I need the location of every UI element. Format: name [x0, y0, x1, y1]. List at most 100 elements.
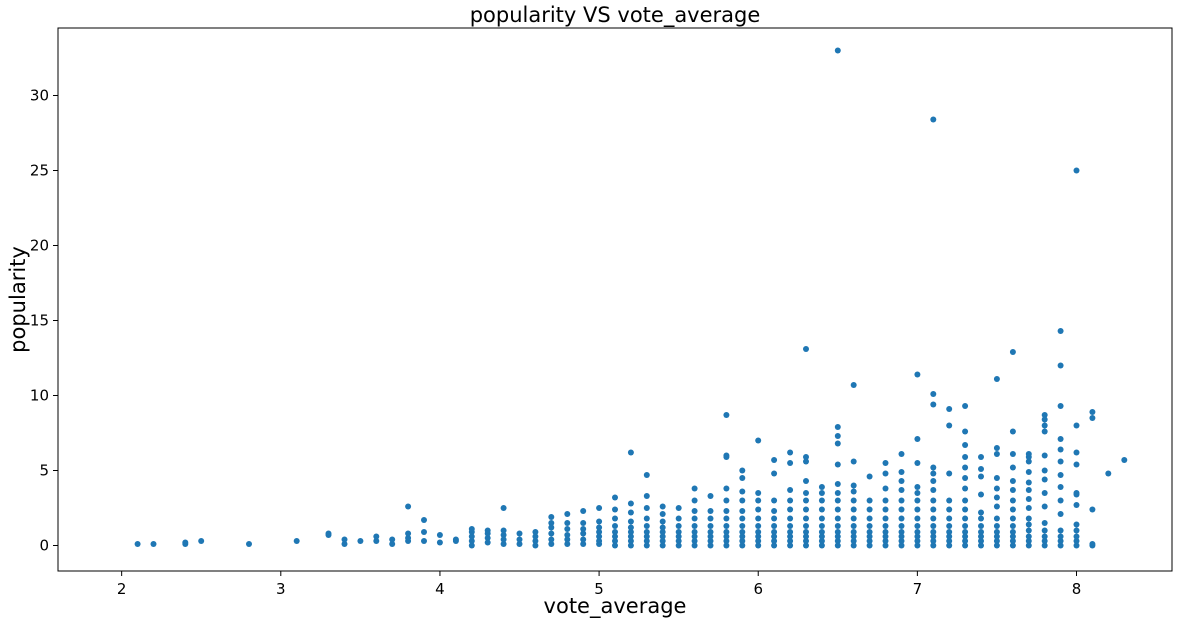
data-point — [1025, 469, 1032, 475]
data-point — [1009, 497, 1016, 504]
data-point — [930, 470, 937, 477]
data-point — [946, 406, 953, 412]
data-point — [930, 506, 937, 513]
y-tick-label: 15 — [30, 312, 49, 330]
data-point — [962, 403, 969, 409]
data-point — [596, 505, 603, 511]
data-point — [1041, 538, 1048, 544]
data-point — [627, 449, 634, 456]
data-point — [405, 503, 412, 510]
data-point — [691, 497, 698, 504]
data-point — [612, 538, 618, 544]
data-point — [898, 515, 905, 522]
data-point — [946, 533, 953, 540]
data-point — [1041, 412, 1048, 418]
data-point — [962, 533, 969, 540]
data-point — [993, 538, 1000, 544]
data-point — [1025, 487, 1032, 493]
data-point — [1009, 451, 1016, 457]
data-point — [850, 458, 857, 465]
data-point — [1073, 538, 1080, 544]
data-point — [1057, 446, 1064, 453]
data-point — [834, 47, 841, 54]
data-point — [898, 533, 905, 540]
data-point — [707, 523, 714, 529]
y-tick-label: 10 — [30, 387, 49, 405]
x-tick-label: 2 — [117, 580, 127, 598]
data-point — [993, 485, 1000, 492]
data-point — [755, 529, 762, 535]
data-point — [930, 464, 937, 471]
data-point — [1041, 416, 1048, 423]
data-point — [930, 401, 937, 408]
data-point — [564, 536, 571, 543]
data-point — [930, 478, 937, 484]
data-point — [612, 542, 618, 549]
data-point — [978, 542, 984, 549]
data-point — [882, 460, 889, 466]
data-point — [850, 515, 857, 522]
data-point — [962, 506, 969, 513]
data-point — [739, 467, 746, 474]
data-point — [866, 506, 873, 513]
data-point — [1121, 457, 1128, 463]
data-point — [850, 529, 857, 535]
data-point — [691, 533, 698, 540]
data-point — [771, 533, 778, 540]
data-point — [930, 529, 937, 535]
data-point — [914, 529, 921, 535]
data-point — [914, 523, 921, 529]
data-point — [803, 346, 809, 352]
data-point — [548, 541, 555, 547]
data-point — [1025, 515, 1032, 522]
data-point — [898, 542, 905, 549]
data-point — [771, 542, 778, 549]
data-point — [341, 536, 348, 543]
data-point — [882, 485, 889, 492]
data-point — [723, 542, 730, 549]
data-point — [755, 542, 762, 549]
data-point — [612, 523, 618, 529]
data-point — [962, 485, 969, 492]
data-point — [659, 542, 666, 549]
data-point — [755, 523, 762, 529]
data-point — [1057, 533, 1064, 540]
data-point — [818, 529, 825, 535]
data-point — [357, 538, 364, 544]
data-point — [341, 541, 348, 547]
data-point — [627, 524, 634, 531]
data-point — [850, 488, 857, 495]
data-point — [182, 539, 189, 546]
x-axis: 2 3 4 5 6 7 8 — [117, 571, 1081, 598]
data-point — [978, 454, 984, 460]
data-point — [468, 542, 475, 549]
data-point — [723, 508, 730, 514]
data-point — [755, 497, 762, 504]
data-point — [978, 538, 984, 544]
data-point — [818, 506, 825, 513]
data-point — [468, 538, 475, 544]
data-point — [962, 542, 969, 549]
data-point — [771, 515, 778, 522]
data-point — [962, 529, 969, 535]
data-point — [882, 542, 889, 549]
data-point — [850, 542, 857, 549]
y-tick-label: 0 — [39, 537, 49, 555]
data-point — [421, 517, 427, 523]
data-point — [723, 515, 730, 522]
data-point — [723, 497, 730, 504]
data-point — [707, 529, 714, 535]
data-point — [946, 523, 953, 529]
data-point — [946, 529, 953, 535]
data-point — [612, 494, 618, 501]
data-point — [500, 532, 507, 538]
data-point — [771, 508, 778, 514]
data-point — [659, 518, 666, 525]
data-point — [882, 506, 889, 513]
data-point — [803, 542, 809, 549]
data-point — [850, 482, 857, 489]
data-point — [739, 497, 746, 504]
data-point — [1073, 533, 1080, 540]
data-point — [405, 530, 412, 537]
data-point — [675, 533, 682, 540]
